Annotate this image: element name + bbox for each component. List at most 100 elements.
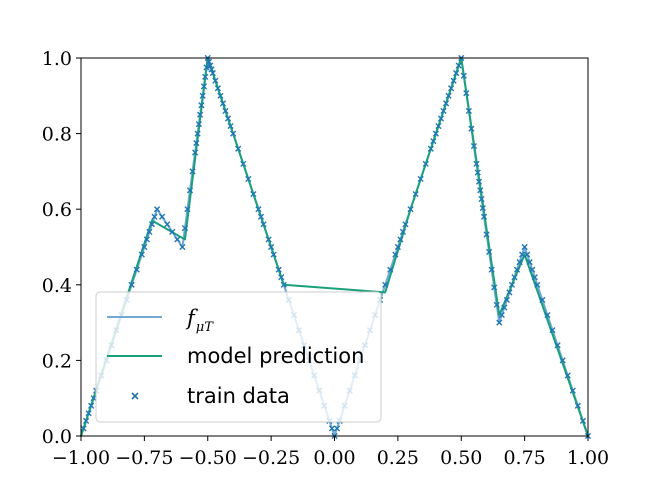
- train-data-point: [539, 296, 546, 304]
- train-data-point: [450, 77, 457, 84]
- train-data-point: [169, 228, 176, 235]
- train-data-point: [477, 187, 484, 194]
- y-tick-label: 0.0: [42, 426, 72, 448]
- train-data-point: [214, 85, 221, 92]
- train-data-point: [397, 236, 404, 243]
- x-tick-label: 1.00: [567, 447, 609, 469]
- series-line-model-prediction: [80, 57, 589, 437]
- train-data-point: [491, 284, 498, 291]
- train-data-point: [569, 387, 576, 394]
- train-data-point: [574, 402, 581, 409]
- x-tick-label: 0.25: [377, 447, 419, 469]
- y-axis: 0.0 0.2 0.4 0.6 0.8 1.0: [42, 48, 81, 448]
- y-tick-label: 0.2: [42, 350, 72, 372]
- legend-label-target-sub: μT: [196, 320, 214, 335]
- train-data-point: [437, 115, 445, 122]
- train-data-point: [468, 125, 475, 132]
- train-data-point: [455, 62, 462, 69]
- train-data-point: [473, 160, 480, 167]
- train-data-point: [432, 130, 439, 137]
- train-data-point: [402, 221, 409, 228]
- train-data-point: [222, 107, 229, 115]
- train-data-point: [470, 142, 478, 150]
- train-data-point: [191, 149, 199, 156]
- train-data-point: [85, 410, 92, 417]
- train-data-point: [260, 221, 267, 228]
- train-data-point: [382, 281, 389, 288]
- train-data-point: [579, 417, 587, 424]
- train-data-point: [184, 206, 191, 213]
- train-data-point: [508, 281, 516, 288]
- train-data-point: [148, 221, 156, 228]
- x-tick-label: 0.00: [313, 447, 355, 469]
- train-data-point: [199, 92, 206, 99]
- train-data-point: [257, 213, 265, 220]
- train-data-point: [521, 243, 528, 251]
- y-tick-label: 1.0: [42, 48, 72, 70]
- train-data-point: [445, 92, 452, 99]
- train-data-point: [427, 145, 434, 152]
- train-data-point: [198, 102, 205, 109]
- train-data-point: [255, 206, 262, 213]
- legend-box: [95, 291, 382, 423]
- train-data-point: [151, 213, 158, 220]
- train-data-point: [531, 274, 538, 281]
- train-data-point: [480, 213, 488, 220]
- train-data-point: [202, 73, 209, 80]
- train-data-point: [483, 231, 490, 238]
- train-data-point: [200, 83, 208, 90]
- train-data-point: [227, 122, 234, 130]
- train-data-point: [496, 319, 503, 326]
- train-data-point: [209, 70, 216, 77]
- train-data-point: [235, 145, 242, 152]
- train-data-point: [394, 243, 401, 251]
- train-data-point: [559, 357, 566, 364]
- train-data-point: [442, 100, 450, 107]
- train-data-point: [194, 130, 201, 137]
- train-data-point: [143, 236, 151, 243]
- x-tick-label: −0.75: [115, 447, 173, 469]
- legend-swatch-train: [131, 392, 139, 400]
- train-data-point: [513, 266, 521, 273]
- x-tick-label: 0.50: [440, 447, 482, 469]
- train-data-point: [493, 301, 500, 308]
- train-data-point: [430, 138, 437, 145]
- train-data-point: [224, 115, 232, 122]
- train-data-point: [146, 228, 153, 235]
- train-data-point: [280, 281, 287, 288]
- train-data-point: [219, 100, 227, 107]
- legend: fμT model prediction train data: [95, 291, 382, 423]
- train-data-point: [153, 206, 161, 213]
- train-data-point: [463, 90, 470, 97]
- train-data-point: [90, 395, 97, 402]
- x-tick-label: −0.25: [242, 447, 300, 469]
- train-data-point: [212, 77, 219, 84]
- train-data-point: [529, 266, 536, 273]
- legend-label-target-main: f: [185, 306, 198, 330]
- train-data-point: [435, 122, 442, 130]
- train-data-point: [181, 225, 189, 232]
- train-data-point: [524, 251, 531, 258]
- train-data-point: [195, 121, 202, 128]
- train-data-point: [174, 236, 181, 243]
- legend-label-train: train data: [187, 384, 290, 408]
- train-data-point: [417, 175, 424, 183]
- x-tick-label: 0.75: [503, 447, 545, 469]
- train-data-point: [197, 111, 204, 118]
- train-data-point: [549, 327, 556, 334]
- train-data-point: [88, 402, 95, 409]
- train-data-point: [399, 228, 407, 235]
- train-data-point: [488, 266, 495, 273]
- train-data-point: [448, 85, 455, 92]
- train-data-point: [412, 190, 419, 198]
- train-data-point: [270, 251, 277, 258]
- train-data-point: [453, 70, 460, 77]
- train-data-point: [278, 274, 285, 281]
- train-data-point: [250, 190, 257, 198]
- train-data-point: [516, 259, 523, 266]
- train-data-point: [465, 107, 472, 115]
- train-data-point: [128, 281, 135, 288]
- train-data-point: [544, 311, 551, 319]
- y-tick-label: 0.4: [42, 275, 72, 297]
- x-axis: −1.00 −0.75 −0.50 −0.25 0.00 0.25 0.50 0.75 1.00: [52, 436, 609, 469]
